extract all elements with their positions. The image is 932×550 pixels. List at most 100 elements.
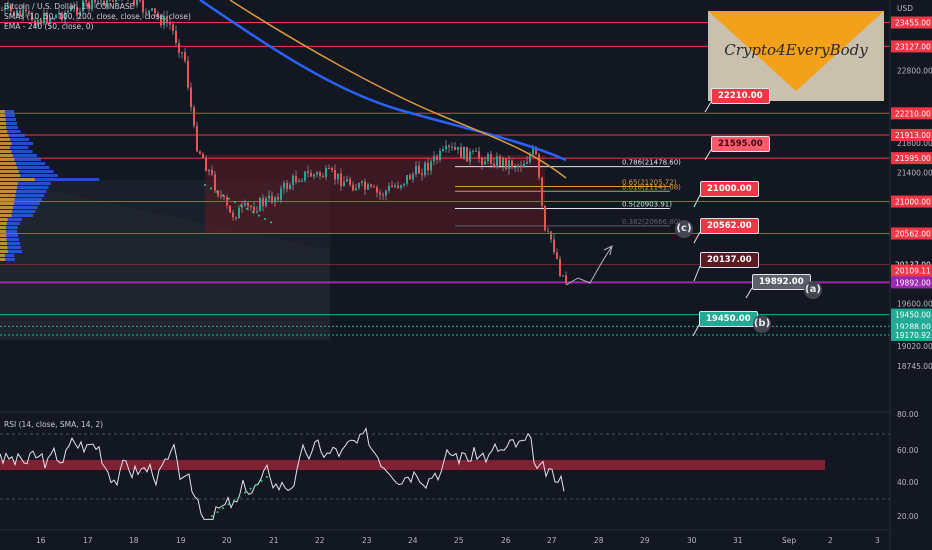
candle-body (430, 161, 432, 171)
candle-body (454, 146, 456, 150)
candle-body (91, 0, 93, 9)
candle-body (19, 10, 21, 16)
volume-bar (0, 110, 14, 113)
price-tag-green: 19450.00 (895, 311, 931, 320)
volume-bar (0, 210, 36, 213)
volume-bar-overlay (0, 110, 5, 113)
candle-body (157, 13, 159, 17)
volume-bar-overlay (0, 218, 8, 221)
candle-body (100, 0, 102, 2)
volume-bar (0, 182, 51, 185)
volume-bar (0, 218, 22, 221)
candle-body (238, 207, 240, 219)
time-tick: 18 (129, 536, 139, 545)
candle-body (310, 172, 312, 177)
volume-bar-overlay (0, 222, 7, 225)
candle-body (85, 0, 87, 3)
price-tag-red-bg (891, 227, 932, 240)
candle-body (511, 160, 513, 168)
volume-bar-overlay (0, 126, 7, 129)
candle-body (526, 162, 528, 164)
price-tag-green-bg (891, 328, 932, 341)
candle-body (307, 171, 309, 173)
volume-bar-overlay (0, 202, 14, 205)
volume-bar (0, 122, 17, 125)
candle-body (187, 60, 189, 88)
volume-bar-overlay (0, 250, 8, 253)
callout-21595[interactable]: 21595.00 (711, 136, 770, 152)
price-tag-red-bg (891, 16, 932, 29)
volume-bar (0, 242, 20, 245)
candle-body (316, 172, 318, 175)
watermark-logo: Crypto4EveryBody (708, 11, 884, 101)
volume-bar-overlay (0, 238, 7, 241)
volume-bar (0, 246, 21, 249)
price-tick: 21400.00 (897, 168, 932, 177)
volume-bar (0, 118, 16, 121)
price-tag-red: 20562.00 (895, 229, 931, 238)
candle-body (46, 12, 48, 24)
candle-body (160, 16, 162, 26)
candle-body (547, 230, 549, 232)
volume-bar-overlay (0, 198, 15, 201)
time-tick: 20 (222, 536, 232, 545)
candle-body (463, 146, 465, 159)
price-tag-green: 19170.92 (895, 331, 931, 340)
wave-label-c: (c) (675, 220, 693, 238)
candle-body (52, 18, 54, 20)
rsi-divergence-dot (255, 483, 257, 486)
candle-body (418, 165, 420, 174)
candle-body (286, 183, 288, 190)
price-tag-red-bg (891, 128, 932, 141)
candle-body (445, 145, 447, 149)
divergence-dot (264, 218, 266, 220)
volume-bar (0, 226, 18, 229)
candle-body (49, 18, 51, 24)
price-tick: 22800.00 (897, 66, 932, 75)
candle-body (490, 154, 492, 164)
sma-indicator-label[interactable]: SMAs (10, 50, 100, 200, close, close, cl… (4, 12, 191, 21)
volume-bar (0, 222, 20, 225)
volume-bar-overlay (0, 206, 14, 209)
callout-20562[interactable]: 20562.00 (700, 218, 759, 234)
callout-22210[interactable]: 22210.00 (711, 88, 770, 104)
volume-bar (0, 238, 19, 241)
candle-body (313, 174, 315, 177)
callout-20137[interactable]: 20137.00 (700, 252, 759, 268)
rsi-divergence-dot (244, 491, 246, 494)
fib-label: 0.618(21141.08) (622, 183, 681, 191)
candle-body (232, 212, 234, 218)
ema-240-line (229, 0, 567, 179)
volume-bar-overlay (0, 158, 15, 161)
volume-bar (0, 254, 14, 257)
candle-body (73, 6, 75, 8)
divergence-dot (270, 221, 272, 224)
callout-19450[interactable]: 19450.00 (699, 311, 758, 327)
candle-body (328, 168, 330, 170)
time-tick: 17 (83, 536, 93, 545)
candle-body (358, 183, 360, 188)
callout-19892[interactable]: 19892.00 (752, 274, 811, 290)
volume-bar (0, 114, 15, 117)
candle-body (241, 205, 243, 208)
rsi-indicator-label[interactable]: RSI (14, close, SMA, 14, 2) (4, 420, 104, 429)
candle-body (223, 195, 225, 198)
candle-body (517, 165, 519, 167)
volume-bar (0, 158, 41, 161)
logo-triangle (708, 11, 884, 91)
candle-body (205, 158, 207, 172)
time-tick: 2 (828, 536, 833, 545)
price-tag-green-bg (891, 308, 932, 321)
ema-indicator-label[interactable]: EMA - 240 (50, close, 0) (4, 22, 94, 31)
candle-body (334, 170, 336, 180)
candle-body (382, 194, 384, 196)
callout-21000[interactable]: 21000.00 (700, 181, 759, 197)
symbol-title[interactable]: Bitcoin / U.S. Dollar, 1h, COINBASE (4, 2, 135, 11)
divergence-dot (210, 187, 212, 190)
candle-body (421, 173, 423, 176)
price-tick: 18745.00 (897, 362, 932, 371)
candle-body (28, 11, 30, 13)
time-tick: 26 (501, 536, 511, 545)
candle-body (163, 16, 165, 26)
candle-body (289, 184, 291, 190)
